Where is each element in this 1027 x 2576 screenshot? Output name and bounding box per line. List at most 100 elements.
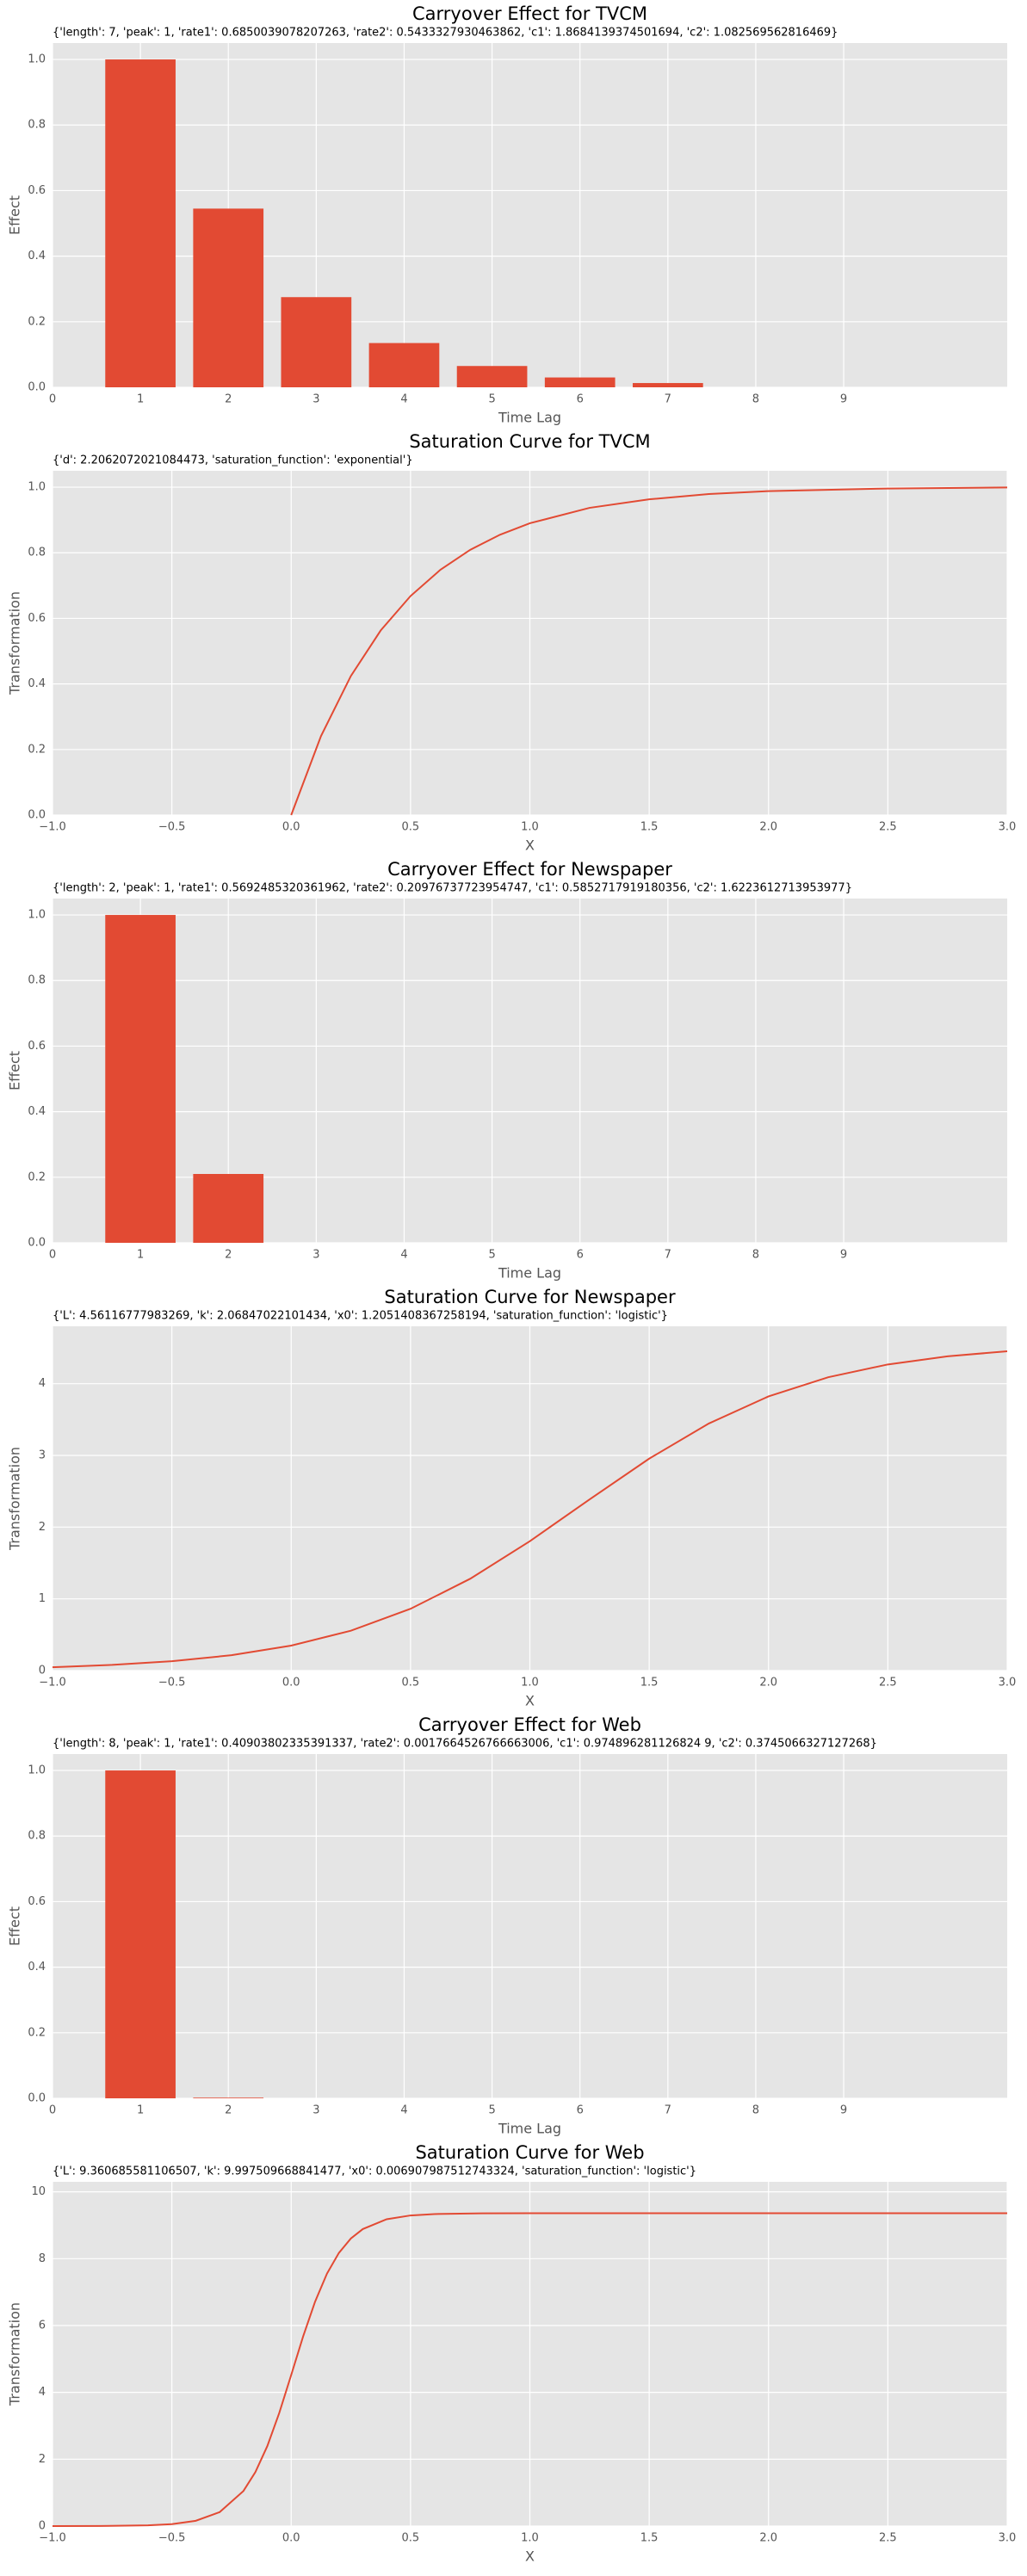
bar (456, 366, 528, 387)
x-tick-label: 1.0 (521, 821, 539, 834)
chart-title: Saturation Curve for Web (415, 2142, 644, 2163)
x-tick-label: 0 (49, 2104, 56, 2117)
y-tick-label: 0.4 (28, 677, 46, 690)
y-tick-label: 0.4 (28, 250, 46, 263)
x-tick-label: 8 (752, 393, 759, 406)
x-tick-label: 7 (665, 393, 671, 406)
annotation: {'d': 2.2062072021084473, 'saturation_fu… (53, 454, 413, 467)
x-tick-label: 6 (577, 393, 584, 406)
x-tick-label: −1.0 (39, 2532, 66, 2545)
y-tick-label: 0.6 (28, 1040, 46, 1053)
bar (105, 59, 176, 388)
x-tick-label: 1 (137, 393, 144, 406)
x-tick-label: 0.0 (282, 821, 300, 834)
x-tick-label: 4 (400, 2104, 407, 2117)
x-tick-label: 3 (312, 2104, 319, 2117)
annotation: {'length': 7, 'peak': 1, 'rate1': 0.6850… (53, 27, 838, 40)
y-axis-label: Transformation (7, 591, 23, 695)
x-tick-label: −1.0 (39, 821, 66, 834)
y-tick-label: 1.0 (28, 53, 46, 66)
y-tick-label: 10 (31, 2185, 46, 2198)
x-axis-label: X (525, 2548, 535, 2565)
y-tick-label: 0.0 (28, 2092, 46, 2105)
y-tick-label: 0.4 (28, 1105, 46, 1118)
x-tick-label: 1.0 (521, 1677, 539, 1690)
bar (105, 1770, 176, 2098)
y-tick-label: 1.0 (28, 481, 46, 494)
x-tick-label: 2.0 (759, 1677, 777, 1690)
y-tick-label: 0.8 (28, 119, 46, 132)
x-tick-label: 0.5 (402, 2532, 420, 2545)
y-tick-label: 4 (39, 1377, 46, 1390)
annotation: {'length': 8, 'peak': 1, 'rate1': 0.4090… (53, 1738, 877, 1751)
x-tick-label: 5 (488, 2104, 495, 2117)
chart-title: Carryover Effect for Web (418, 1714, 641, 1735)
chart-title: Saturation Curve for TVCM (409, 431, 650, 452)
y-tick-label: 0.6 (28, 612, 46, 625)
y-axis-label: Transformation (7, 1447, 23, 1551)
x-tick-label: 4 (400, 1249, 407, 1262)
x-tick-label: 2.5 (879, 1677, 897, 1690)
x-tick-label: −0.5 (158, 821, 186, 834)
chart-title: Carryover Effect for Newspaper (387, 859, 672, 880)
y-tick-label: 0 (39, 2520, 46, 2533)
y-tick-label: 8 (39, 2252, 46, 2265)
bar (193, 2097, 264, 2098)
y-tick-label: 0.8 (28, 1830, 46, 1843)
y-axis-label: Effect (7, 1906, 23, 1946)
x-tick-label: 9 (840, 393, 847, 406)
y-tick-label: 0.2 (28, 1171, 46, 1183)
x-axis-label: X (525, 837, 535, 854)
y-axis-label: Effect (7, 195, 23, 235)
y-tick-label: 2 (39, 1521, 46, 1534)
x-tick-label: 6 (577, 2104, 584, 2117)
bar (193, 1174, 264, 1243)
y-tick-label: 0.0 (28, 809, 46, 822)
x-tick-label: 2 (225, 2104, 232, 2117)
curve (52, 1350, 1008, 1669)
x-axis-label: Time Lag (498, 410, 561, 426)
x-tick-label: 3.0 (999, 2532, 1017, 2545)
y-tick-label: 0.4 (28, 1961, 46, 1974)
x-tick-label: 3 (312, 393, 319, 406)
x-tick-label: 0.5 (402, 1677, 420, 1690)
x-tick-label: 3.0 (999, 1677, 1017, 1690)
x-tick-label: −1.0 (39, 1677, 66, 1690)
y-tick-label: 3 (39, 1449, 46, 1462)
y-tick-label: 2 (39, 2453, 46, 2466)
y-tick-label: 1.0 (28, 909, 46, 922)
x-tick-label: 1.5 (640, 2532, 659, 2545)
x-tick-label: 1.5 (640, 1677, 659, 1690)
y-tick-label: 4 (39, 2386, 46, 2399)
bar (544, 377, 616, 387)
bar (281, 297, 352, 387)
x-tick-label: 5 (488, 393, 495, 406)
annotation: {'L': 9.360685581106507, 'k': 9.99750966… (53, 2165, 696, 2178)
y-tick-label: 0.0 (28, 1237, 46, 1250)
x-tick-label: 9 (840, 2104, 847, 2117)
y-tick-label: 0.2 (28, 315, 46, 328)
x-tick-label: 8 (752, 2104, 759, 2117)
x-tick-label: 1 (137, 1249, 144, 1262)
y-tick-label: 1.0 (28, 1764, 46, 1777)
x-tick-label: 3.0 (999, 821, 1017, 834)
x-tick-label: 6 (577, 1249, 584, 1262)
curve (290, 486, 1008, 816)
x-tick-label: 1 (137, 2104, 144, 2117)
x-tick-label: 1.0 (521, 2532, 539, 2545)
x-tick-label: 2 (225, 393, 232, 406)
x-tick-label: 0.0 (282, 1677, 300, 1690)
x-tick-label: 2.5 (879, 2532, 897, 2545)
x-tick-label: 2.5 (879, 821, 897, 834)
x-tick-label: 0.5 (402, 821, 420, 834)
x-tick-label: 7 (665, 1249, 671, 1262)
x-axis-label: Time Lag (498, 2121, 561, 2137)
y-axis-label: Transformation (7, 2302, 23, 2406)
y-tick-label: 0.2 (28, 743, 46, 756)
x-axis-label: Time Lag (498, 1265, 561, 1282)
y-tick-label: 0.0 (28, 381, 46, 394)
x-tick-label: −0.5 (158, 2532, 186, 2545)
x-tick-label: 9 (840, 1249, 847, 1262)
